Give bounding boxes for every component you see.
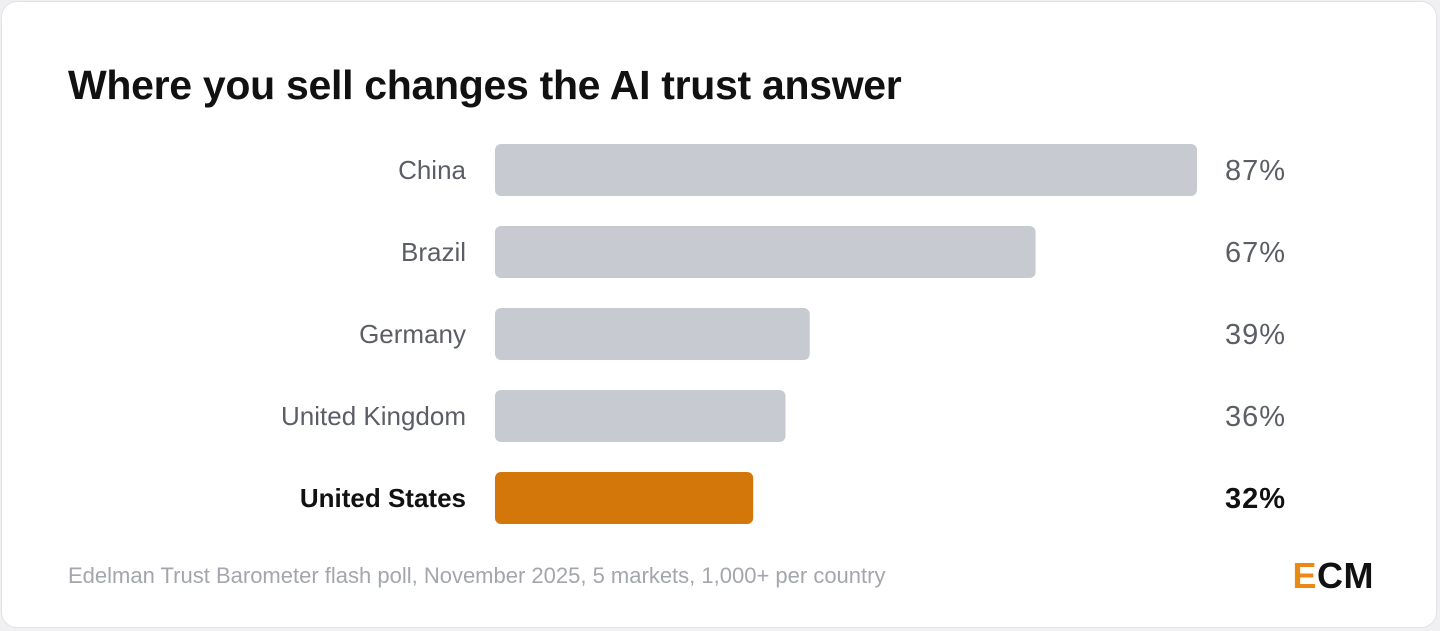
chart-title: Where you sell changes the AI trust answ… xyxy=(68,62,902,108)
logo-letter-e: E xyxy=(1292,555,1317,596)
logo-letters-cm: CM xyxy=(1317,555,1374,596)
value-label-brazil: 67% xyxy=(1225,237,1286,269)
value-label-united-kingdom: 36% xyxy=(1225,401,1286,433)
bar-brazil xyxy=(495,226,1036,278)
bar-china xyxy=(495,144,1197,196)
ecm-logo: ECM xyxy=(1292,555,1374,597)
value-label-germany: 39% xyxy=(1225,319,1286,351)
source-note: Edelman Trust Barometer flash poll, Nove… xyxy=(68,563,886,588)
bar-germany xyxy=(495,308,810,360)
category-label-germany: Germany xyxy=(359,319,466,349)
value-label-united-states: 32% xyxy=(1225,483,1286,515)
category-label-united-states: United States xyxy=(300,483,466,513)
value-label-china: 87% xyxy=(1225,155,1286,187)
category-label-united-kingdom: United Kingdom xyxy=(281,401,466,431)
bar-united-kingdom xyxy=(495,390,786,442)
bar-united-states xyxy=(495,472,754,524)
category-label-brazil: Brazil xyxy=(401,237,466,267)
category-label-china: China xyxy=(398,155,466,185)
